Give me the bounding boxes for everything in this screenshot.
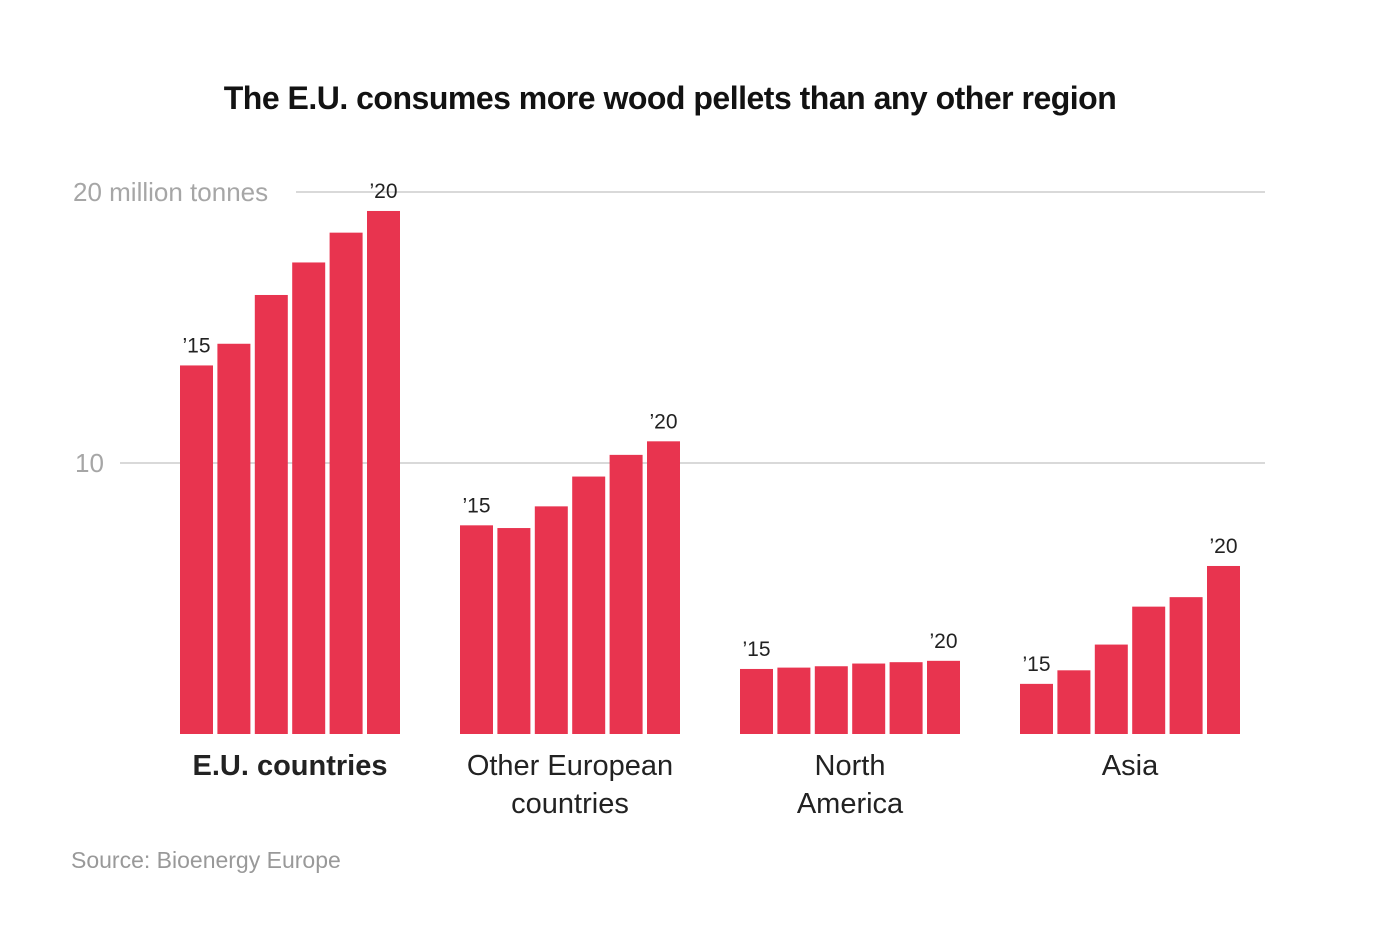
category-label: E.U. countries <box>193 750 388 782</box>
bar-other-european-countries-2018 <box>572 476 606 734</box>
bars <box>180 210 1240 735</box>
bar-north-america-2019 <box>889 662 923 734</box>
bar-asia-2016 <box>1057 670 1091 734</box>
bar-north-america-2020 <box>927 660 960 734</box>
bar-asia-2018 <box>1132 606 1166 734</box>
year-label: ’15 <box>182 334 210 357</box>
year-label: ’15 <box>462 494 490 517</box>
bar-other-european-countries-2016 <box>497 528 531 734</box>
year-label: ’20 <box>1209 535 1237 558</box>
bar-e-u-countries-2020 <box>367 210 400 735</box>
source-note: Source: Bioenergy Europe <box>71 847 341 873</box>
bar-other-european-countries-2019 <box>609 454 643 734</box>
bar-e-u-countries-2018 <box>292 262 326 734</box>
category-label: countries <box>511 788 629 820</box>
category-label: North <box>815 750 886 782</box>
labels: 20 million tonnes 10 ’15 ’20 E.U. countries ’… <box>73 177 1238 820</box>
bar-north-america-2015 <box>740 668 773 734</box>
bar-north-america-2016 <box>777 667 811 734</box>
bar-north-america-2018 <box>852 663 886 734</box>
bar-other-european-countries-2017 <box>534 506 568 734</box>
bar-e-u-countries-2016 <box>217 343 251 734</box>
category-label: America <box>797 788 904 820</box>
bar-e-u-countries-2017 <box>254 294 288 734</box>
category-label: Other European <box>467 750 673 782</box>
year-label: ’15 <box>742 638 770 661</box>
y-tick-label: 10 <box>75 448 104 478</box>
year-label: ’20 <box>369 180 397 203</box>
chart-title: The E.U. consumes more wood pellets than… <box>223 80 1117 116</box>
category-label: Asia <box>1102 750 1159 782</box>
year-label: ’15 <box>1022 653 1050 676</box>
year-label: ’20 <box>649 410 677 433</box>
gridlines <box>120 191 1265 464</box>
bar-asia-2017 <box>1094 644 1128 734</box>
y-tick-label: 20 million tonnes <box>73 177 268 207</box>
bar-e-u-countries-2019 <box>329 232 363 734</box>
year-label: ’20 <box>929 630 957 653</box>
bar-other-european-countries-2015 <box>460 525 493 734</box>
bar-asia-2015 <box>1020 683 1053 734</box>
bar-e-u-countries-2015 <box>180 365 213 734</box>
bar-asia-2020 <box>1207 565 1240 734</box>
bar-asia-2019 <box>1169 597 1203 734</box>
bar-other-european-countries-2020 <box>647 441 680 734</box>
bar-north-america-2017 <box>814 666 848 734</box>
